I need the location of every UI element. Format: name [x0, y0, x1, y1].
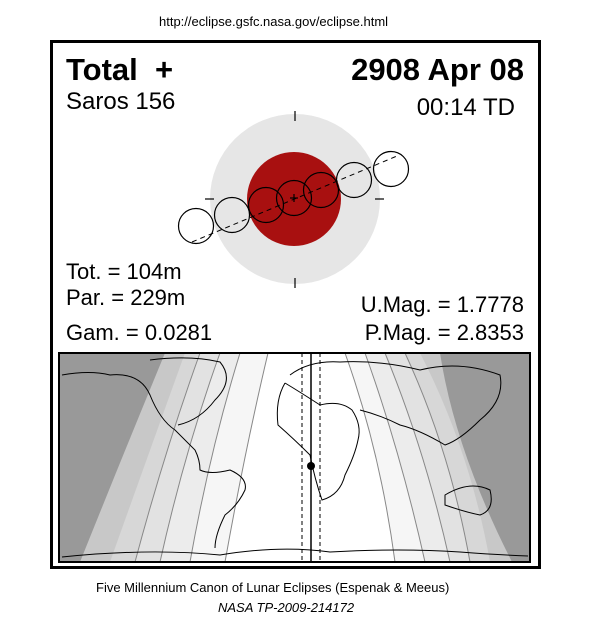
totality-duration: Tot. = 104m — [66, 259, 182, 284]
moon-positions — [177, 150, 410, 245]
shadow-diagram — [177, 111, 410, 288]
coastlines — [61, 357, 529, 558]
umbral-magnitude: U.Mag. = 1.7778 — [360, 292, 524, 317]
gamma-value: Gam. = 0.0281 — [66, 320, 213, 345]
eclipse-date: 2908 Apr 08 — [351, 52, 524, 87]
eclipse-type: Total + — [66, 52, 174, 87]
footer-title: Five Millennium Canon of Lunar Eclipses … — [96, 580, 450, 595]
partial-duration: Par. = 229m — [66, 285, 186, 310]
header-url[interactable]: http://eclipse.gsfc.nasa.gov/eclipse.htm… — [159, 14, 389, 29]
eclipse-time: 00:14 TD — [416, 94, 515, 121]
greatest-eclipse-point — [307, 462, 315, 470]
footer-reference: NASA TP-2009-214172 — [218, 600, 355, 615]
axis-ticks — [205, 111, 384, 288]
greatest-eclipse-meridians — [301, 353, 321, 562]
penumbral-magnitude: P.Mag. = 2.8353 — [364, 320, 524, 345]
visibility-map — [58, 352, 531, 563]
moon-path — [191, 155, 398, 243]
eclipse-panel — [50, 40, 541, 569]
saros-number: Saros 156 — [66, 88, 176, 115]
